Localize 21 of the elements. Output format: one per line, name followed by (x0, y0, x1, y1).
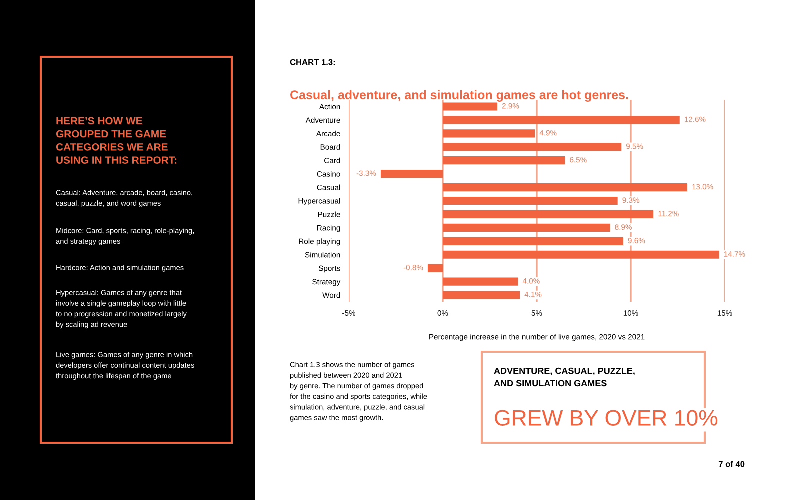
caption: CHART 1.3: (290, 59, 336, 66)
bar (443, 156, 566, 165)
chart-title: Casual, adventure, and simulation games are hot genres. (290, 90, 628, 102)
bar (443, 116, 680, 124)
bar (443, 250, 720, 259)
bar (443, 210, 654, 219)
text: ADVENTURE, CASUAL, PUZZLE, AND SIMULATION GAMES (494, 368, 635, 387)
bar (428, 264, 443, 272)
text: GREW BY OVER 10% (495, 410, 718, 426)
text: HERE’S HOW WE GROUPED THE GAME CATEGORIES WE ARE USING IN THIS REPORT: (56, 117, 177, 164)
bar (443, 291, 520, 300)
bar (443, 224, 610, 232)
bar (443, 143, 622, 152)
bar (443, 102, 498, 111)
bar (443, 183, 688, 192)
bar (443, 278, 518, 286)
bar (443, 130, 536, 138)
text: 7 of 40 (718, 461, 745, 468)
bar (380, 170, 443, 178)
bar (443, 237, 624, 246)
bar (443, 196, 618, 206)
